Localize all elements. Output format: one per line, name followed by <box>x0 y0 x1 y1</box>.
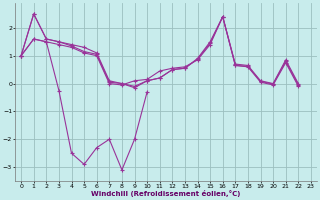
X-axis label: Windchill (Refroidissement éolien,°C): Windchill (Refroidissement éolien,°C) <box>91 190 241 197</box>
